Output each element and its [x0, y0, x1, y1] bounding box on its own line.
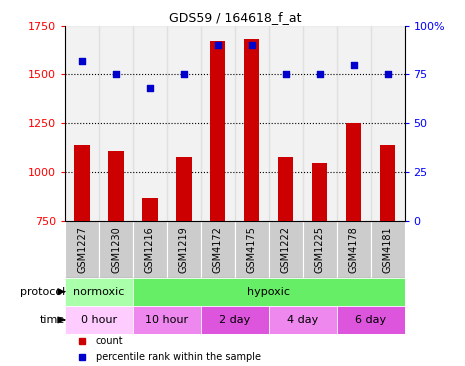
Text: GSM1230: GSM1230: [111, 226, 121, 273]
Bar: [303, 26, 337, 221]
Text: GSM4178: GSM4178: [349, 226, 359, 273]
Bar: [235, 26, 269, 221]
Point: [350, 62, 357, 68]
Text: GSM4175: GSM4175: [247, 226, 257, 273]
Bar: [176, 157, 192, 221]
Bar: [269, 221, 303, 277]
Text: GSM1216: GSM1216: [145, 226, 155, 273]
Bar: [201, 26, 235, 221]
Bar: [371, 26, 405, 221]
Bar: [380, 145, 395, 221]
Bar: [99, 221, 133, 277]
Text: time: time: [40, 315, 65, 325]
Bar: [65, 277, 133, 306]
Text: 6 day: 6 day: [355, 315, 386, 325]
Text: hypoxic: hypoxic: [247, 287, 290, 297]
Bar: [133, 306, 201, 334]
Bar: [201, 221, 235, 277]
Bar: [346, 123, 361, 221]
Bar: [201, 306, 269, 334]
Point: [78, 58, 86, 64]
Bar: [142, 198, 158, 221]
Text: percentile rank within the sample: percentile rank within the sample: [96, 352, 261, 362]
Bar: [65, 26, 99, 221]
Bar: [133, 26, 167, 221]
Bar: [371, 221, 405, 277]
Text: 10 hour: 10 hour: [146, 315, 188, 325]
Bar: [235, 221, 269, 277]
Bar: [337, 306, 405, 334]
Bar: [337, 221, 371, 277]
Bar: [269, 306, 337, 334]
Point: [316, 71, 324, 77]
Point: [146, 85, 153, 91]
Text: GSM4172: GSM4172: [213, 226, 223, 273]
Point: [214, 42, 222, 48]
Text: GSM1225: GSM1225: [315, 226, 325, 273]
Text: 2 day: 2 day: [219, 315, 251, 325]
Text: protocol: protocol: [20, 287, 65, 297]
Bar: [278, 157, 293, 221]
Text: GSM4181: GSM4181: [383, 226, 392, 273]
Text: GSM1227: GSM1227: [77, 226, 87, 273]
Text: count: count: [96, 336, 123, 346]
Bar: [337, 26, 371, 221]
Text: GSM1222: GSM1222: [281, 226, 291, 273]
Bar: [133, 277, 405, 306]
Bar: [74, 145, 90, 221]
Bar: [303, 221, 337, 277]
Point: [180, 71, 187, 77]
Bar: [133, 221, 167, 277]
Bar: [269, 26, 303, 221]
Bar: [65, 221, 99, 277]
Text: 4 day: 4 day: [287, 315, 319, 325]
Point: [282, 71, 289, 77]
Text: GSM1219: GSM1219: [179, 226, 189, 273]
Bar: [244, 39, 259, 221]
Point: [113, 71, 120, 77]
Point: [384, 71, 392, 77]
Point: [248, 42, 256, 48]
Bar: [108, 151, 124, 221]
Bar: [167, 26, 201, 221]
Bar: [167, 221, 201, 277]
Bar: [210, 41, 226, 221]
Title: GDS59 / 164618_f_at: GDS59 / 164618_f_at: [169, 11, 301, 25]
Bar: [65, 306, 133, 334]
Bar: [99, 26, 133, 221]
Bar: [312, 163, 327, 221]
Text: normoxic: normoxic: [73, 287, 125, 297]
Text: 0 hour: 0 hour: [81, 315, 117, 325]
